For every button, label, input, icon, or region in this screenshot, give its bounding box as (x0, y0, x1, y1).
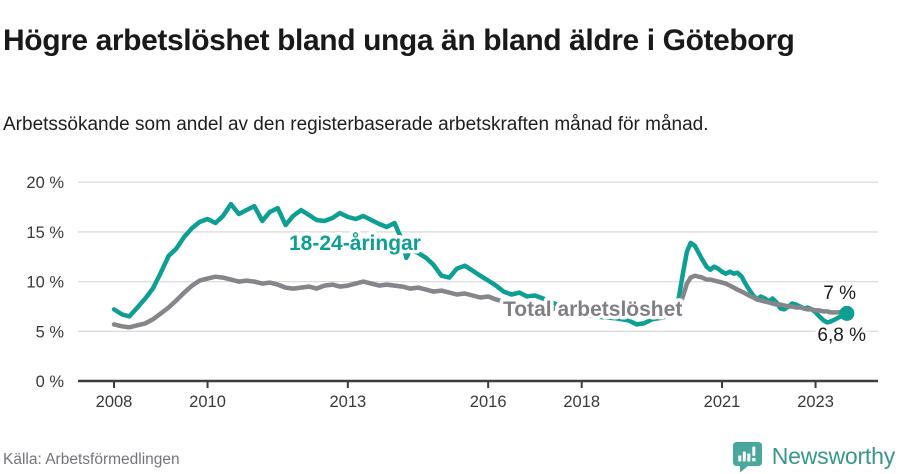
x-axis-label-2018: 2018 (563, 393, 600, 411)
x-axis-label-2023: 2023 (797, 393, 834, 411)
series-label-youth: 18-24-åringar (289, 232, 421, 255)
annotation-youth-latest: 6,8 % (817, 325, 866, 346)
x-axis-label-2013: 2013 (329, 393, 366, 411)
newsworthy-speech-bubble-bar-chart-icon (732, 442, 762, 473)
series-line-18-24-ringar (111, 201, 850, 327)
newsworthy-wordmark: Newsworthy (771, 443, 895, 469)
annotation-total-latest: 7 % (823, 283, 856, 304)
y-axis-label-20: 20 % (26, 174, 64, 192)
labels-layer: 18-24-åringar Total arbetslöshet 7 % 6,8… (286, 229, 870, 350)
y-axis-label-10: 10 % (26, 274, 64, 292)
series-line-total-arbetsl-shet (111, 273, 850, 330)
x-axis-layer: 2008 2010 2013 2016 2018 2021 2023 (78, 379, 878, 411)
newsworthy-logo[interactable]: Newsworthy (731, 440, 895, 473)
y-axis-label-15: 15 % (26, 224, 64, 242)
series-label-total: Total arbetslöshet (503, 298, 682, 321)
series-layer (111, 201, 850, 330)
source-credit: Källa: Arbetsförmedlingen (3, 451, 180, 468)
x-axis-label-2016: 2016 (470, 393, 507, 411)
page-title: Högre arbetslöshet bland unga än bland ä… (3, 24, 795, 58)
y-axis-label-5: 5 % (36, 323, 65, 341)
latest-value-dot (839, 305, 855, 321)
x-axis-label-2008: 2008 (96, 393, 133, 411)
x-axis-label-2021: 2021 (704, 393, 741, 411)
y-axis-label-0: 0 % (36, 373, 65, 391)
chart-subtitle: Arbetssökande som andel av den registerb… (3, 114, 709, 135)
x-axis-label-2010: 2010 (189, 393, 226, 411)
